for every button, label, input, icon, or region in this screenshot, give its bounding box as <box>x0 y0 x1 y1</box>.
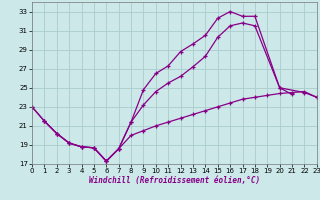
X-axis label: Windchill (Refroidissement éolien,°C): Windchill (Refroidissement éolien,°C) <box>89 176 260 185</box>
